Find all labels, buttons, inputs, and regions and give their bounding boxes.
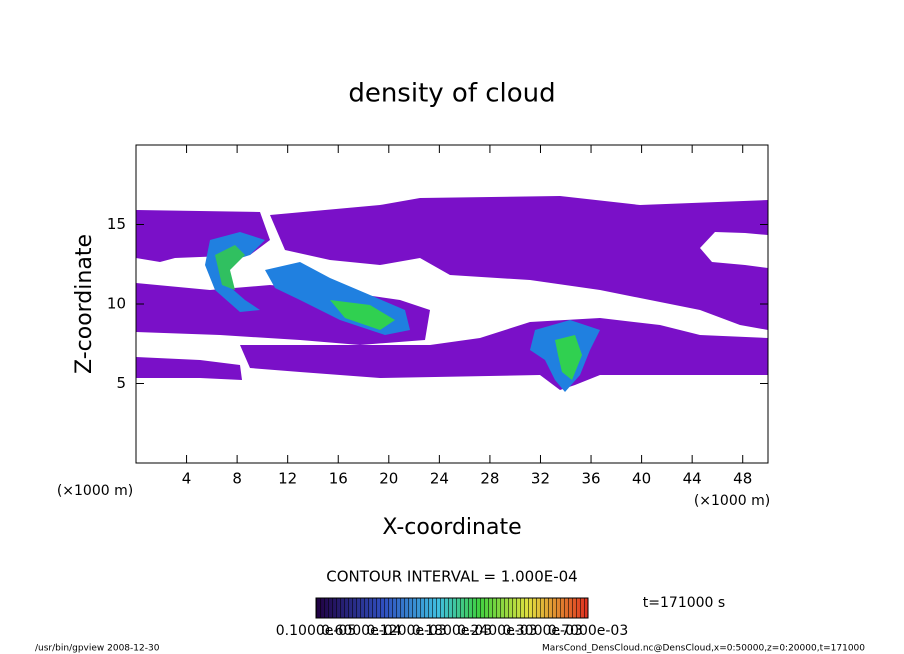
cloud-region xyxy=(240,318,768,390)
colorbar-label: 0.1000e-05 xyxy=(276,623,356,639)
x-tick-label: 40 xyxy=(632,470,651,488)
x-tick-label: 48 xyxy=(733,470,752,488)
y-tick-label: 15 xyxy=(107,215,126,233)
x-unit-label: (×1000 m) xyxy=(694,493,770,509)
footer-left: /usr/bin/gpview 2008-12-30 xyxy=(35,644,160,654)
x-tick-label: 36 xyxy=(581,470,600,488)
x-tick-label: 24 xyxy=(430,470,449,488)
colorbar-label: 0.7000e-03 xyxy=(548,623,628,639)
chart-title: density of cloud xyxy=(348,79,555,109)
cloud-feature xyxy=(555,335,582,380)
y-axis-label: Z-coordinate xyxy=(72,234,97,374)
colorbar-stripes xyxy=(316,598,588,618)
y-tick-label: 10 xyxy=(107,295,126,313)
x-tick-label: 12 xyxy=(278,470,297,488)
contour-field xyxy=(136,196,768,392)
x-tick-label: 28 xyxy=(480,470,499,488)
x-tick-label: 16 xyxy=(329,470,348,488)
x-tick-label: 4 xyxy=(182,470,192,488)
colorbar-label: 0.1800e-03 xyxy=(412,623,492,639)
time-label: t=171000 s xyxy=(643,595,725,611)
colorbar-label: 0.6000e-04 xyxy=(321,623,402,639)
colorbar-label: 0.2400e-03 xyxy=(457,623,537,639)
cloud-feature xyxy=(330,300,395,330)
footer-right: MarsCond_DensCloud.nc@DensCloud,x=0:5000… xyxy=(542,644,865,654)
x-tick-label: 44 xyxy=(683,470,702,488)
contour-interval: CONTOUR INTERVAL = 1.000E-04 xyxy=(326,568,577,586)
x-tick-label: 8 xyxy=(232,470,242,488)
x-tick-label: 32 xyxy=(531,470,550,488)
x-tick-label: 20 xyxy=(379,470,398,488)
cloud-feature xyxy=(215,245,245,290)
y-tick-label: 5 xyxy=(116,374,126,392)
x-unit-label: (×1000 m) xyxy=(57,483,133,499)
colorbar-label: 0.1200e-03 xyxy=(366,623,446,639)
colorbar-label: 0.3000e-03 xyxy=(502,623,582,639)
cloud-region xyxy=(270,196,768,330)
x-axis-label: X-coordinate xyxy=(382,515,521,540)
cloud-feature xyxy=(205,232,265,312)
cloud-region xyxy=(136,357,242,380)
